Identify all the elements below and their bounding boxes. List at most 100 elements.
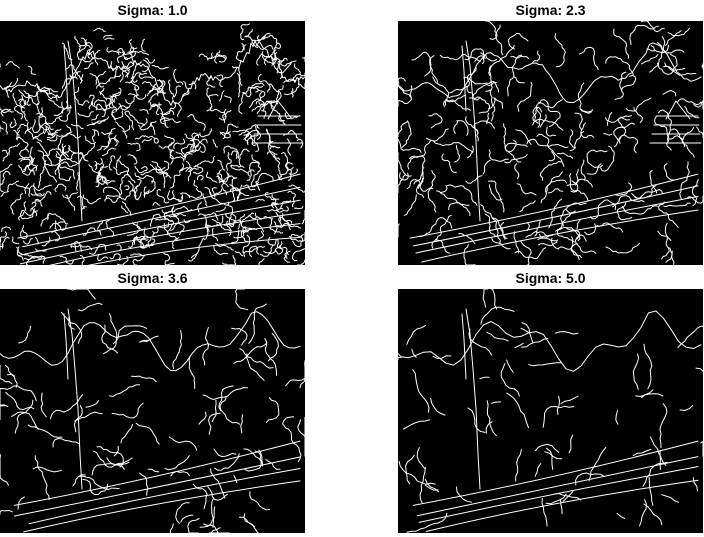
edge-contour [88,164,100,188]
edge-contour [4,82,12,90]
edge-contour [65,194,75,211]
edge-contour [112,87,122,97]
edge-contour [242,184,256,191]
edge-contour [125,72,142,84]
edge-contour [258,258,265,265]
edge-contour [134,135,145,140]
edge-contour [545,493,567,505]
edge-contour [13,440,301,506]
edge-contour [28,184,52,191]
edge-contour [1,149,9,162]
edge-contour [560,395,579,404]
edge-contour [82,478,108,496]
edge-contour [539,161,562,181]
edge-contour [19,212,301,265]
edge-contour [207,52,213,60]
edge-contour [97,176,110,185]
edge-contour [54,220,57,231]
edge-contour [8,143,21,156]
edge-contour [225,212,242,230]
edge-contour [232,129,250,140]
edge-contour [412,369,430,413]
edge-contour [77,195,85,210]
edge-contour [632,448,652,457]
edge-contour [160,101,177,116]
edge-contour [482,159,491,175]
edge-contour [28,65,36,75]
edge-contour [116,244,122,251]
edge-contour [133,186,142,200]
edge-contour [266,85,284,104]
edge-contour [157,79,166,96]
edge-contour [217,159,226,171]
edge-contour [181,147,186,160]
edge-contour [209,54,226,63]
edge-contour [548,198,562,229]
edge-contour [208,191,230,206]
edge-contour [238,124,260,136]
edge-contour [239,213,246,224]
edge-contour [40,214,50,227]
edge-contour [177,196,183,203]
edge-contour [101,128,116,135]
edge-contour [77,302,103,312]
edge-contour [649,436,667,466]
edge-contour [32,119,41,133]
edge-contour [54,183,67,193]
edge-contour [670,128,695,158]
edge-contour [615,182,633,196]
edge-contour [677,325,703,349]
edge-contour [197,201,202,213]
edge-contour [256,44,273,50]
edge-contour [204,187,223,196]
edge-contour [57,221,69,225]
edge-contour [256,101,276,115]
edge-contour [170,194,184,201]
edge-contour [465,40,481,222]
edge-contour [580,122,594,138]
edge-contour [96,166,108,177]
edge-contour [642,461,668,487]
edge-contour [430,397,446,416]
edge-contour [403,194,417,216]
edge-contour [632,353,640,390]
edge-contour [291,248,305,262]
edge-contour [152,222,170,234]
edge-contour [246,125,259,145]
edge-contour [20,100,27,109]
edge-contour [701,63,703,70]
edge-contour [121,61,130,78]
edge-contour [249,491,271,511]
edge-contour [145,57,156,64]
edge-contour [398,77,412,98]
edge-contour [113,445,119,457]
edge-contour [257,33,271,41]
edge-contour [134,172,155,184]
edge-contour [398,42,702,103]
edge-contour [480,306,515,325]
edge-contour [44,86,58,102]
edge-contour [526,138,569,149]
edge-contour [0,385,37,402]
edge-contour [283,129,299,139]
edge-contour [46,136,58,142]
edge-contour [9,118,17,129]
edge-contour [12,236,20,245]
edge-contour [301,210,305,225]
edge-contour [299,376,305,389]
edge-contour [548,151,556,162]
edge-contour [400,165,412,177]
edge-contour [185,134,201,149]
edge-contour [85,400,100,408]
edge-contour [168,79,175,100]
edge-contour [625,97,652,112]
edge-contour [491,238,511,250]
edge-contour [431,214,452,249]
edge-contour [172,68,184,86]
edge-contour [507,54,523,97]
edge-contour [661,248,670,260]
edge-contour [152,201,161,206]
edge-contour [27,87,49,97]
edge-contour [240,414,244,434]
edge-contour [141,118,148,128]
